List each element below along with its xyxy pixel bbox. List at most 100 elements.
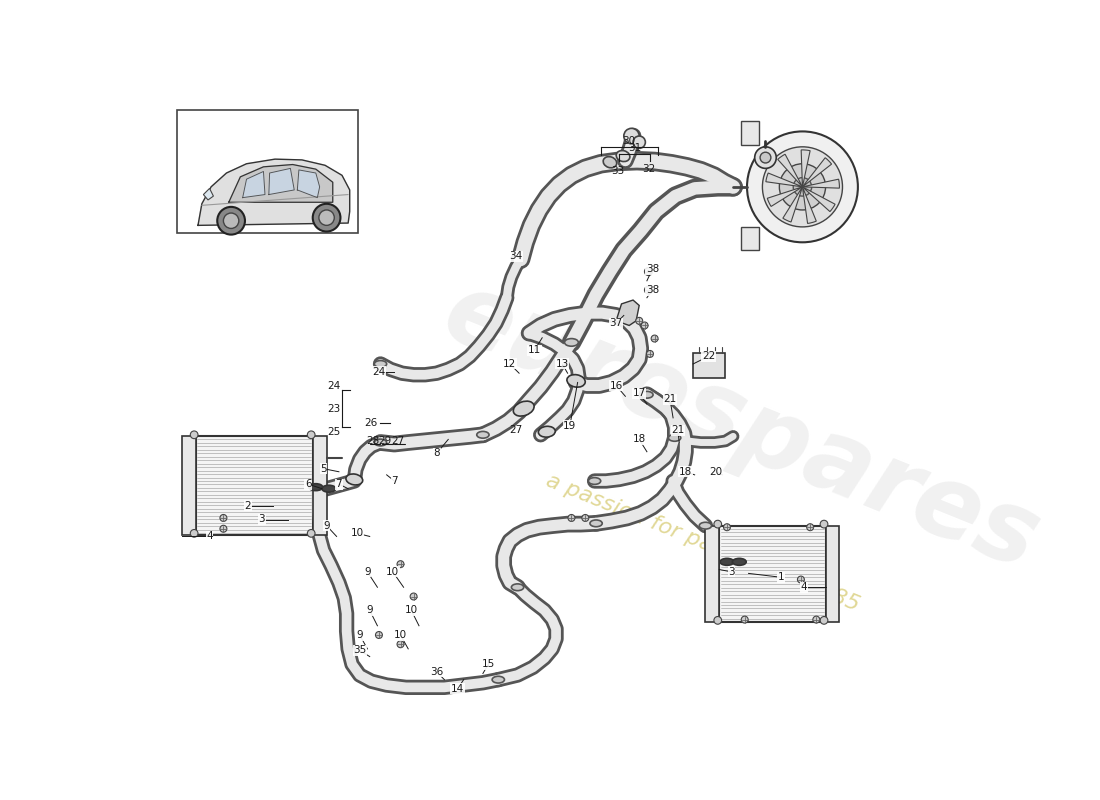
Circle shape [714, 617, 722, 624]
Text: 24: 24 [328, 382, 341, 391]
Text: 1: 1 [778, 572, 784, 582]
Text: 8: 8 [433, 448, 440, 458]
Circle shape [410, 593, 417, 600]
Circle shape [821, 520, 828, 528]
Circle shape [755, 147, 777, 168]
Text: 14: 14 [451, 684, 464, 694]
Bar [719, 526, 825, 622]
Ellipse shape [733, 558, 746, 566]
Circle shape [190, 530, 198, 538]
Ellipse shape [669, 434, 681, 442]
Circle shape [645, 268, 652, 275]
Circle shape [651, 335, 658, 342]
Ellipse shape [538, 426, 556, 437]
Ellipse shape [309, 484, 322, 490]
Text: 19: 19 [563, 421, 576, 430]
Text: 7: 7 [336, 479, 342, 489]
Circle shape [762, 147, 843, 227]
Text: 11: 11 [528, 345, 541, 355]
Wedge shape [803, 187, 835, 211]
Circle shape [397, 641, 404, 648]
Circle shape [634, 136, 646, 148]
Circle shape [220, 514, 227, 522]
Bar [741, 122, 759, 145]
Ellipse shape [374, 439, 387, 446]
Circle shape [806, 524, 814, 530]
Text: eurospares: eurospares [429, 264, 1053, 590]
Ellipse shape [616, 150, 630, 162]
Text: 9: 9 [366, 606, 373, 615]
Circle shape [798, 576, 804, 583]
Ellipse shape [566, 374, 585, 387]
Bar [177, 110, 359, 233]
Circle shape [821, 617, 828, 624]
Wedge shape [803, 179, 839, 188]
Bar [693, 353, 726, 378]
Text: 13: 13 [556, 359, 569, 369]
Polygon shape [616, 300, 639, 326]
Circle shape [312, 204, 341, 231]
Text: 4: 4 [206, 531, 213, 542]
Circle shape [724, 524, 730, 530]
Text: 21: 21 [671, 425, 684, 435]
Circle shape [307, 431, 315, 438]
Ellipse shape [512, 584, 524, 590]
Circle shape [375, 631, 383, 638]
Circle shape [760, 152, 771, 163]
Circle shape [714, 520, 722, 528]
Text: 36: 36 [430, 667, 443, 677]
Text: 3: 3 [258, 514, 265, 525]
Text: 2: 2 [244, 501, 252, 510]
Text: 9: 9 [356, 630, 363, 640]
Circle shape [793, 178, 812, 196]
Text: 9: 9 [364, 567, 371, 577]
Text: 6: 6 [305, 479, 311, 489]
Circle shape [223, 213, 239, 229]
Text: 18: 18 [632, 434, 646, 445]
Ellipse shape [476, 431, 490, 438]
Circle shape [747, 131, 858, 242]
Text: 31: 31 [628, 143, 641, 154]
Polygon shape [198, 159, 350, 226]
Wedge shape [768, 187, 803, 206]
Text: 34: 34 [509, 251, 522, 261]
Circle shape [813, 616, 820, 623]
Text: 9: 9 [323, 521, 330, 530]
Text: 37: 37 [609, 318, 623, 328]
Text: 12: 12 [503, 359, 517, 369]
Polygon shape [204, 188, 213, 200]
Circle shape [645, 286, 652, 294]
Circle shape [307, 530, 315, 538]
Text: 29: 29 [378, 436, 392, 446]
Ellipse shape [603, 157, 617, 168]
Text: 4: 4 [801, 582, 807, 592]
Wedge shape [783, 187, 803, 222]
Circle shape [641, 322, 648, 329]
Text: 24: 24 [372, 366, 386, 377]
Text: 27: 27 [509, 425, 522, 435]
Text: 20: 20 [710, 466, 723, 477]
Ellipse shape [720, 558, 734, 566]
Ellipse shape [322, 486, 335, 492]
Wedge shape [803, 187, 816, 223]
Text: 10: 10 [351, 528, 364, 538]
Text: a passion for parts since 1985: a passion for parts since 1985 [542, 470, 862, 615]
Text: 33: 33 [610, 166, 625, 177]
Circle shape [218, 207, 245, 234]
Ellipse shape [590, 520, 603, 526]
Text: 26: 26 [364, 418, 378, 428]
Circle shape [397, 561, 404, 568]
Wedge shape [766, 173, 803, 187]
Circle shape [647, 350, 653, 358]
Text: 17: 17 [632, 388, 646, 398]
Polygon shape [268, 168, 295, 194]
Text: 15: 15 [482, 659, 495, 670]
Text: 30: 30 [623, 137, 636, 146]
Ellipse shape [514, 401, 535, 416]
Text: 10: 10 [386, 567, 399, 577]
Text: 35: 35 [353, 646, 366, 655]
Bar [182, 436, 196, 535]
Text: 23: 23 [328, 404, 341, 414]
Circle shape [190, 431, 198, 438]
Polygon shape [229, 165, 332, 202]
